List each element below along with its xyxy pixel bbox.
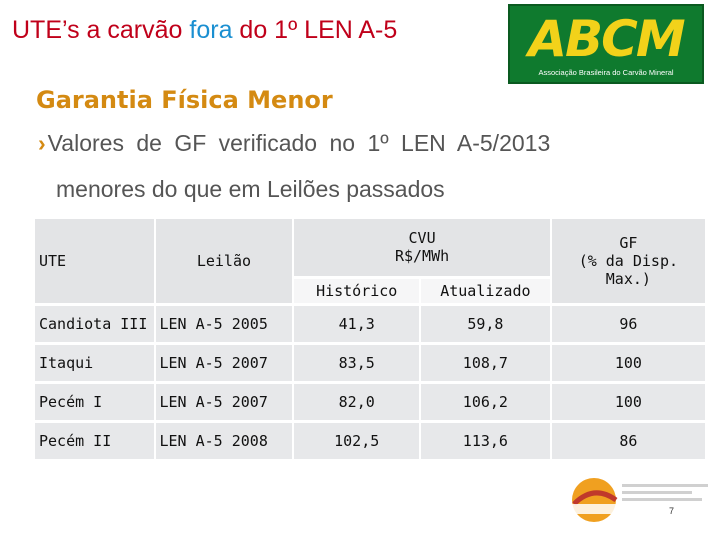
enase-logo-line <box>622 491 692 494</box>
slide-title: UTE’s a carvão fora do 1º LEN A-5 <box>12 16 397 45</box>
cell-leilao: LEN A-5 2007 <box>155 345 293 381</box>
cell-atualizado: 106,2 <box>421 384 550 420</box>
header-historico: Histórico <box>294 278 420 303</box>
abcm-logo-mark: ABCM <box>528 9 685 68</box>
cell-ute: Pecém II <box>35 423 154 459</box>
header-cvu: CVU R$/MWh <box>294 219 550 276</box>
data-table: UTE Leilão CVU R$/MWh GF (% da Disp. Max… <box>33 216 707 462</box>
enase-logo-icon <box>572 478 708 522</box>
title-highlight: fora <box>189 16 233 44</box>
bullet-text-line1: Valores de GF verificado no 1º LEN A-5/2… <box>47 130 551 156</box>
table-row: Pecém II LEN A-5 2008 102,5 113,6 86 <box>35 423 705 459</box>
cell-historico: 102,5 <box>294 423 420 459</box>
bullet-text-line2: menores do que em Leilões passados <box>56 176 445 202</box>
title-pre: UTE’s a carvão <box>12 16 190 44</box>
header-ute: UTE <box>35 219 154 303</box>
header-gf-line1: GF <box>619 234 638 252</box>
cell-historico: 82,0 <box>294 384 420 420</box>
table-subheader-row: Histórico Atualizado <box>35 278 705 303</box>
cell-leilao: LEN A-5 2005 <box>155 306 293 342</box>
chevron-right-icon: › <box>38 130 46 156</box>
table-header-row: UTE Leilão CVU R$/MWh GF (% da Disp. Max… <box>35 219 705 303</box>
header-cvu-line1: CVU <box>408 229 436 248</box>
section-subtitle: Garantia Física Menor <box>36 86 333 114</box>
header-leilao: Leilão <box>155 219 293 303</box>
table-row: Pecém I LEN A-5 2007 82,0 106,2 100 <box>35 384 705 420</box>
abcm-logo-tagline: Associação Brasileira do Carvão Mineral <box>538 67 674 77</box>
header-gf-line2: (% da Disp. <box>578 252 679 270</box>
header-leilao-label: Leilão <box>196 252 252 270</box>
cell-historico: 41,3 <box>294 306 420 342</box>
cell-atualizado: 113,6 <box>421 423 550 459</box>
abcm-logo: ABCM Associação Brasileira do Carvão Min… <box>508 4 704 84</box>
cell-gf: 100 <box>551 384 705 420</box>
table-row: Itaqui LEN A-5 2007 83,5 108,7 100 <box>35 345 705 381</box>
cell-atualizado: 59,8 <box>421 306 550 342</box>
table-row: Candiota III LEN A-5 2005 41,3 59,8 96 <box>35 306 705 342</box>
cell-historico: 83,5 <box>294 345 420 381</box>
cell-ute: Pecém I <box>35 384 154 420</box>
cell-gf: 100 <box>551 345 705 381</box>
cell-gf: 96 <box>551 306 705 342</box>
enase-logo-band <box>572 504 618 514</box>
enase-logo-line <box>622 484 708 487</box>
cell-leilao: LEN A-5 2007 <box>155 384 293 420</box>
title-post: do 1º LEN A-5 <box>232 16 398 44</box>
cell-leilao: LEN A-5 2008 <box>155 423 293 459</box>
header-gf-line3: Max.) <box>605 270 651 288</box>
header-ute-label: UTE <box>39 252 67 270</box>
enase-logo-line <box>622 498 702 501</box>
enase-logo-swoosh <box>572 490 618 506</box>
bullet-item: ›Valores de GF verificado no 1º LEN A-5/… <box>38 130 550 157</box>
page-number: 7 <box>669 506 675 516</box>
header-gf: GF (% da Disp. Max.) <box>551 219 705 303</box>
cell-gf: 86 <box>551 423 705 459</box>
cell-ute: Candiota III <box>35 306 154 342</box>
header-atualizado: Atualizado <box>421 278 550 303</box>
cell-atualizado: 108,7 <box>421 345 550 381</box>
cell-ute: Itaqui <box>35 345 154 381</box>
header-cvu-line2: R$/MWh <box>394 247 450 266</box>
